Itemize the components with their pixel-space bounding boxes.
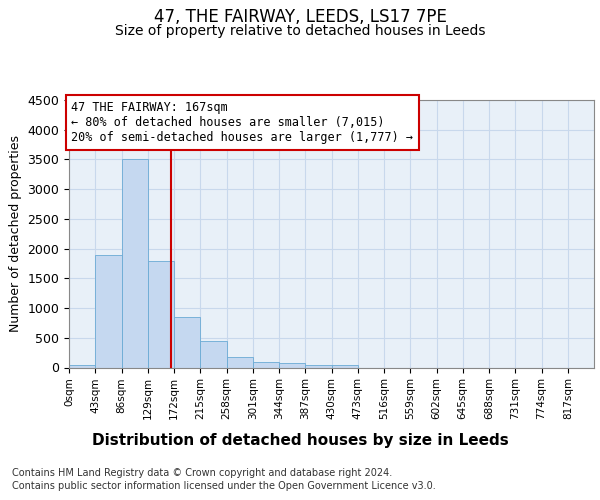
Y-axis label: Number of detached properties: Number of detached properties xyxy=(9,135,22,332)
Bar xyxy=(121,160,148,368)
Bar xyxy=(69,364,95,368)
Bar xyxy=(227,357,253,368)
Bar xyxy=(200,341,227,367)
Text: 47 THE FAIRWAY: 167sqm
← 80% of detached houses are smaller (7,015)
20% of semi-: 47 THE FAIRWAY: 167sqm ← 80% of detached… xyxy=(71,101,413,144)
Bar xyxy=(331,365,358,368)
Text: Size of property relative to detached houses in Leeds: Size of property relative to detached ho… xyxy=(115,24,485,38)
Bar xyxy=(305,364,331,368)
Bar xyxy=(279,363,305,368)
Text: Contains HM Land Registry data © Crown copyright and database right 2024.: Contains HM Land Registry data © Crown c… xyxy=(12,468,392,477)
Bar xyxy=(174,317,200,368)
Text: Contains public sector information licensed under the Open Government Licence v3: Contains public sector information licen… xyxy=(12,481,436,491)
Bar xyxy=(95,254,121,368)
Bar xyxy=(148,260,174,368)
Text: Distribution of detached houses by size in Leeds: Distribution of detached houses by size … xyxy=(92,432,508,448)
Bar xyxy=(253,362,279,368)
Text: 47, THE FAIRWAY, LEEDS, LS17 7PE: 47, THE FAIRWAY, LEEDS, LS17 7PE xyxy=(154,8,446,26)
